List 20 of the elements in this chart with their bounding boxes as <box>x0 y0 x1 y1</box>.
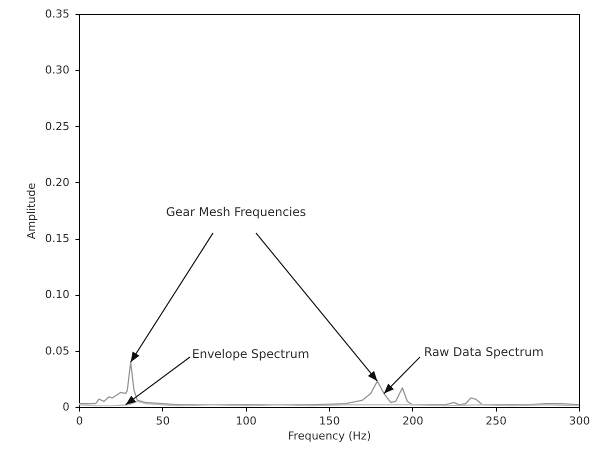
x-tick-label: 100 <box>236 414 257 428</box>
y-axis-title: Amplitude <box>25 182 38 240</box>
y-tick-label: 0.10 <box>45 288 70 302</box>
y-tick-label: 0.05 <box>45 344 70 358</box>
x-axis-title: Frequency (Hz) <box>288 430 371 442</box>
y-tick-label: 0.30 <box>45 64 70 77</box>
x-tick-label: 0 <box>76 414 83 428</box>
annotation: Envelope Spectrum <box>192 347 310 361</box>
x-tick-label: 250 <box>486 414 507 428</box>
y-tick-label: 0 <box>62 400 70 414</box>
y-tick-label: 0.35 <box>45 8 70 20</box>
x-tick-label: 300 <box>569 414 590 428</box>
y-tick-label: 0.15 <box>45 232 70 246</box>
y-tick-label: 0.25 <box>45 120 70 133</box>
x-tick-label: 150 <box>319 414 340 428</box>
y-tick-label: 0.20 <box>45 176 70 189</box>
annotation: Raw Data Spectrum <box>424 345 544 359</box>
x-tick-label: 50 <box>156 414 170 428</box>
annotation: Gear Mesh Frequencies <box>166 205 306 219</box>
x-tick-label: 200 <box>402 414 424 428</box>
